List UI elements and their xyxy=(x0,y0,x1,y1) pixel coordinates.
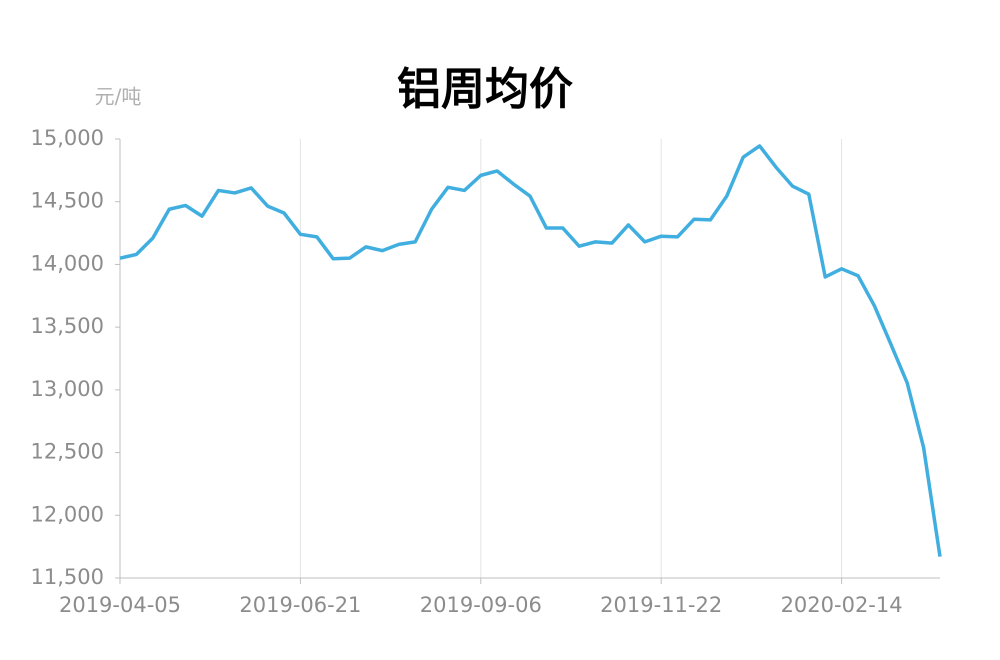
y-tick-label: 13,000 xyxy=(31,377,104,401)
x-tick-label: 2019-09-06 xyxy=(420,593,542,617)
chart-title: 铝周均价 xyxy=(397,64,573,115)
data-line xyxy=(119,144,942,557)
y-tick-label: 13,500 xyxy=(31,314,104,338)
x-tick-label: 2019-04-05 xyxy=(59,593,181,617)
y-tick-label: 14,500 xyxy=(31,189,104,213)
y-tick-label: 14,000 xyxy=(31,251,104,275)
y-axis-label: 元/吨 xyxy=(95,85,142,109)
x-tick-label: 2020-02-14 xyxy=(781,593,903,617)
y-tick-label: 12,000 xyxy=(31,502,104,526)
x-tick-label: 2019-06-21 xyxy=(239,593,361,617)
x-tick-label: 2019-11-22 xyxy=(600,593,722,617)
y-tick-label: 11,500 xyxy=(31,565,104,589)
y-tick-label: 15,000 xyxy=(31,126,104,150)
y-tick-label: 12,500 xyxy=(31,440,104,464)
